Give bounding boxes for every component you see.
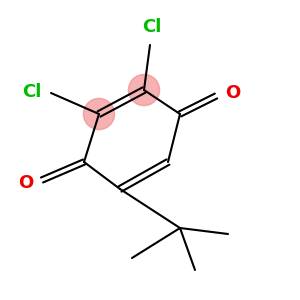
Text: O: O xyxy=(225,84,240,102)
Text: Cl: Cl xyxy=(22,82,41,100)
Circle shape xyxy=(83,98,115,130)
Text: Cl: Cl xyxy=(142,18,161,36)
Text: O: O xyxy=(18,174,33,192)
Circle shape xyxy=(128,74,160,106)
